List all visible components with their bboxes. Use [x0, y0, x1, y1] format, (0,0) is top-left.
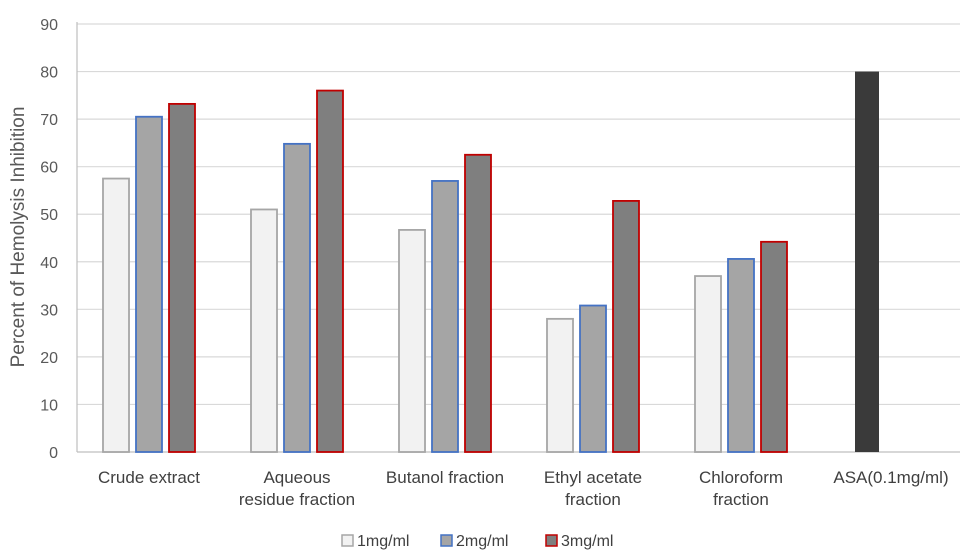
gridlines: [77, 23, 960, 406]
bar-3mg-ml: [464, 153, 492, 453]
legend-label: 3mg/ml: [561, 533, 613, 550]
bar-1mg-ml: [694, 275, 722, 453]
x-tick-label: Chloroform fraction: [699, 468, 783, 509]
bar-3mg-ml: [612, 200, 640, 453]
bar-1mg-ml: [102, 177, 130, 453]
x-axis: Crude extract Aqueous residue fraction Buta…: [98, 468, 949, 509]
x-tick-label: ASA(0.1mg/ml): [833, 468, 948, 487]
bar-1mg-ml: [250, 208, 278, 453]
y-tick-label: 80: [40, 65, 58, 82]
legend-label: 1mg/ml: [357, 533, 409, 550]
bars: [102, 71, 879, 453]
x-tick-label: Aqueous residue fraction: [239, 468, 355, 509]
bar-3mg-ml: [168, 102, 196, 453]
y-tick-label: 70: [40, 112, 58, 129]
legend-swatch: [440, 534, 453, 547]
bar-1mg-ml: [546, 317, 574, 453]
bar-1mg-ml: [398, 229, 426, 453]
y-tick-label: 50: [40, 207, 58, 224]
x-tick-label: Crude extract: [98, 468, 200, 487]
legend-label: 2mg/ml: [456, 533, 508, 550]
legend: 1mg/ml 2mg/ml 3mg/ml: [341, 533, 613, 550]
bar-3mg-ml: [760, 240, 788, 453]
legend-swatch: [341, 534, 354, 547]
y-tick-label: 20: [40, 350, 58, 367]
y-axis: 0 10 20 30 40 50 60 70 80 90: [40, 17, 960, 462]
y-tick-label: 0: [49, 445, 58, 462]
bar-2mg-ml: [727, 258, 755, 453]
bar-asa-reference: [855, 71, 879, 453]
bar-2mg-ml: [135, 115, 163, 453]
bar-2mg-ml: [579, 304, 607, 453]
x-tick-label: Ethyl acetate fraction: [544, 468, 642, 509]
y-tick-label: 40: [40, 255, 58, 272]
y-tick-label: 10: [40, 397, 58, 414]
bar-2mg-ml: [283, 142, 311, 453]
bar-3mg-ml: [316, 89, 344, 453]
bar-2mg-ml: [431, 180, 459, 453]
y-axis-label: Percent of Hemolysis Inhibition: [8, 107, 29, 368]
y-tick-label: 60: [40, 160, 58, 177]
x-tick-label: Butanol fraction: [386, 468, 504, 487]
y-tick-label: 30: [40, 302, 58, 319]
legend-swatch: [545, 534, 558, 547]
y-tick-label: 90: [40, 17, 58, 34]
